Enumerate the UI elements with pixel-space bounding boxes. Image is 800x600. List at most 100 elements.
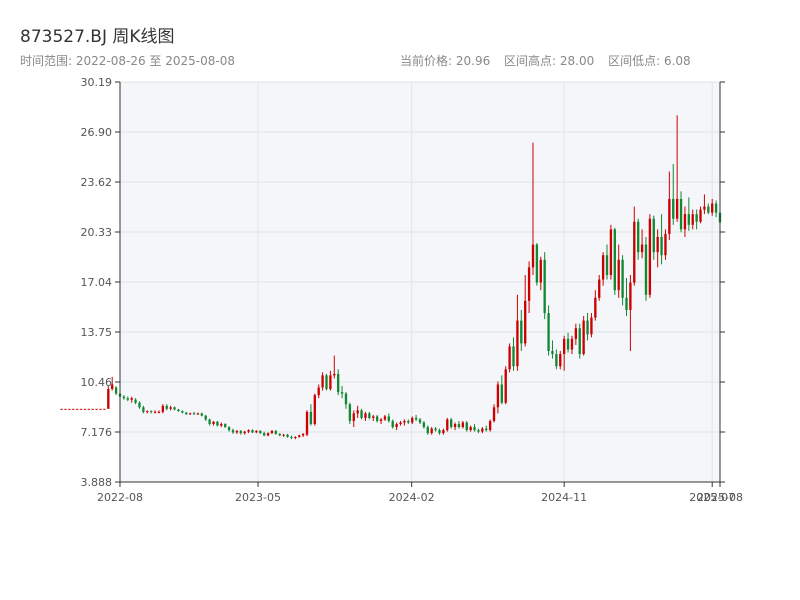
candle-body <box>668 198 671 234</box>
candle-body <box>465 422 468 431</box>
candle-body <box>446 419 449 431</box>
candle-body <box>301 433 305 436</box>
candle-body <box>578 328 581 355</box>
candle-body <box>185 412 188 415</box>
candle-body <box>352 413 355 421</box>
candle-body <box>177 409 180 412</box>
candle-body <box>535 244 539 283</box>
candle-body <box>356 410 359 414</box>
candle-body <box>75 408 79 410</box>
candle-body <box>601 255 605 280</box>
candle-body <box>566 338 570 350</box>
candle-body <box>134 399 137 403</box>
candle-body <box>173 407 176 410</box>
candle-body <box>99 408 102 410</box>
candle-body <box>477 430 480 432</box>
candle-body <box>368 413 371 418</box>
candle-body <box>586 320 589 335</box>
candle-body <box>411 417 414 423</box>
candle-body <box>126 398 129 400</box>
candle-body <box>138 402 141 408</box>
candle-body <box>469 427 472 431</box>
candle-body <box>605 255 609 275</box>
candle-body <box>333 373 336 376</box>
candle-body <box>387 416 390 421</box>
candle-body <box>450 419 453 428</box>
candle-body <box>617 259 620 291</box>
current-price: 当前价格: 20.96 <box>400 54 491 68</box>
y-tick-label: 10.46 <box>81 376 113 389</box>
candle-body <box>679 198 683 230</box>
candle-body <box>570 338 574 350</box>
candle-body <box>83 408 87 410</box>
candle-body <box>531 244 535 268</box>
candle-body <box>87 408 90 410</box>
candle-body <box>95 408 98 410</box>
candle-body <box>157 411 161 413</box>
candle-body <box>500 384 503 403</box>
candle-body <box>652 218 655 253</box>
candle-body <box>485 428 488 431</box>
candle-body <box>224 424 227 428</box>
candle-body <box>687 214 690 225</box>
candle-body <box>340 392 344 394</box>
candle-body <box>695 214 698 222</box>
candle-body <box>192 413 196 415</box>
candle-body <box>122 396 126 399</box>
candle-body <box>282 434 285 436</box>
candle-body <box>574 328 578 339</box>
candle-body <box>321 375 324 388</box>
candle-body <box>181 411 184 413</box>
candle-body <box>165 405 168 409</box>
candle-body <box>691 214 694 225</box>
candle-body <box>512 346 515 367</box>
candle-body <box>613 229 616 291</box>
candle-body <box>407 420 410 423</box>
x-tick-label: 2022-08 <box>97 491 143 504</box>
candle-body <box>637 221 640 253</box>
candle-body <box>598 279 601 298</box>
candle-body <box>555 354 558 367</box>
candle-body <box>629 282 632 310</box>
candle-body <box>520 320 523 344</box>
chart-title: 873527.BJ 周K线图 <box>20 27 175 47</box>
candle-body <box>251 430 254 433</box>
candle-body <box>64 408 67 410</box>
candle-body <box>79 408 83 410</box>
candle-body <box>114 387 118 394</box>
candle-body <box>516 320 519 367</box>
candle-body <box>247 430 250 432</box>
candle-body <box>660 236 663 256</box>
y-tick-label: 26.90 <box>81 126 113 139</box>
candle-body <box>414 417 418 420</box>
candle-body <box>551 351 554 355</box>
candle-body <box>107 389 110 409</box>
candle-body <box>461 422 465 428</box>
candle-body <box>559 354 562 367</box>
candle-body <box>399 422 402 425</box>
candle-body <box>130 398 133 400</box>
candle-body <box>169 407 172 409</box>
candle-body <box>418 419 422 423</box>
candle-body <box>259 430 262 434</box>
candle-body <box>675 198 679 219</box>
candle-body <box>317 387 320 396</box>
candle-body <box>235 430 239 433</box>
candle-body <box>161 405 165 412</box>
candle-body <box>434 428 437 431</box>
candle-body <box>239 430 242 434</box>
candle-body <box>633 221 636 283</box>
y-tick-label: 17.04 <box>81 276 113 289</box>
candle-body <box>703 206 706 210</box>
x-tick-label: 2024-02 <box>389 491 435 504</box>
candle-body <box>348 404 352 421</box>
candle-body <box>270 430 274 434</box>
candle-body <box>648 218 652 295</box>
x-tick-label: 2025-08 <box>697 491 743 504</box>
candle-body <box>539 259 542 283</box>
candle-body <box>364 413 367 418</box>
candle-body <box>543 259 546 314</box>
candle-body <box>664 233 667 256</box>
candle-body <box>278 433 281 436</box>
